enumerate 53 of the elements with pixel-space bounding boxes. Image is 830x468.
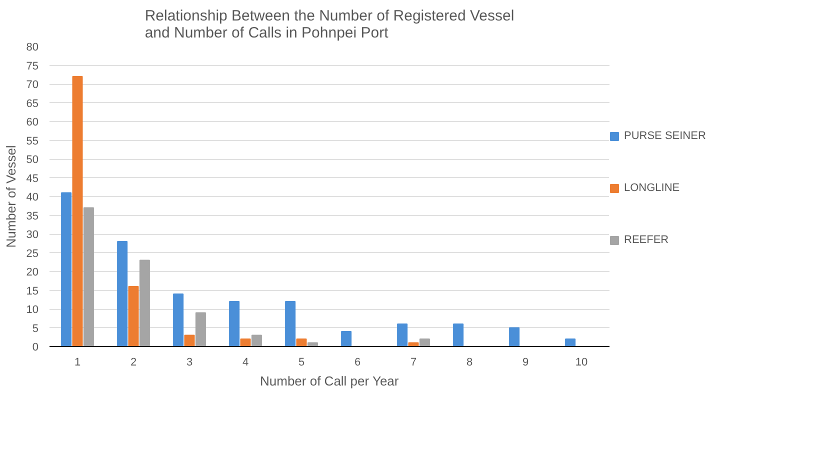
y-tick-label: 35 — [26, 210, 39, 222]
y-tick-label: 40 — [26, 192, 39, 204]
bar — [453, 324, 464, 346]
y-tick-label: 50 — [26, 154, 39, 166]
x-tick-label: 8 — [466, 356, 473, 368]
bar — [341, 331, 352, 346]
bar — [61, 192, 72, 346]
y-tick-label: 30 — [26, 229, 39, 241]
x-tick-label: 6 — [354, 356, 361, 368]
y-tick-label: 20 — [26, 266, 39, 278]
bar — [72, 76, 83, 346]
x-tick-label: 2 — [130, 356, 137, 368]
y-tick-label: 45 — [26, 172, 39, 185]
bar — [240, 338, 251, 346]
y-tick-label: 70 — [26, 79, 39, 91]
y-tick-label: 5 — [32, 322, 39, 335]
bar — [184, 334, 195, 346]
x-axis-title: Number of Call per Year — [260, 374, 400, 388]
y-tick-label: 60 — [26, 116, 39, 128]
bar — [419, 338, 430, 346]
y-tick-label: 25 — [26, 248, 39, 260]
x-tick-label: 1 — [74, 356, 81, 368]
legend-label: PURSE SEINER — [624, 130, 706, 142]
x-tick-label: 7 — [410, 356, 417, 368]
y-tick-label: 10 — [26, 304, 39, 316]
bar — [117, 241, 128, 346]
x-tick-label: 5 — [298, 356, 305, 368]
x-tick-label: 10 — [575, 356, 588, 368]
y-tick-label: 15 — [26, 285, 39, 298]
bar — [173, 294, 184, 346]
y-axis-title: Number of Vessel — [3, 145, 18, 248]
legend-label: LONGLINE — [624, 182, 680, 194]
y-tick-label: 65 — [26, 98, 39, 110]
y-tick-label: 55 — [26, 135, 39, 148]
y-tick-label: 80 — [26, 42, 39, 54]
x-tick-label: 3 — [186, 356, 193, 368]
bar — [509, 327, 520, 346]
bar — [229, 301, 240, 346]
x-tick-label: 4 — [242, 356, 249, 368]
chart-title: Relationship Between the Number of Registered Vessel and Number of Calls in Pohnpei Port — [144, 8, 514, 42]
y-tick-label: 75 — [26, 60, 39, 72]
y-tick-label: 0 — [32, 342, 39, 354]
bar — [251, 334, 262, 346]
x-tick-label: 9 — [522, 356, 529, 368]
bar — [139, 260, 150, 346]
legend-label: REEFER — [624, 234, 669, 246]
bar — [195, 312, 206, 346]
bar — [83, 207, 94, 346]
bar — [296, 338, 307, 346]
bar — [128, 286, 139, 346]
bar — [285, 301, 296, 346]
bar — [565, 338, 576, 346]
bar — [397, 324, 408, 346]
